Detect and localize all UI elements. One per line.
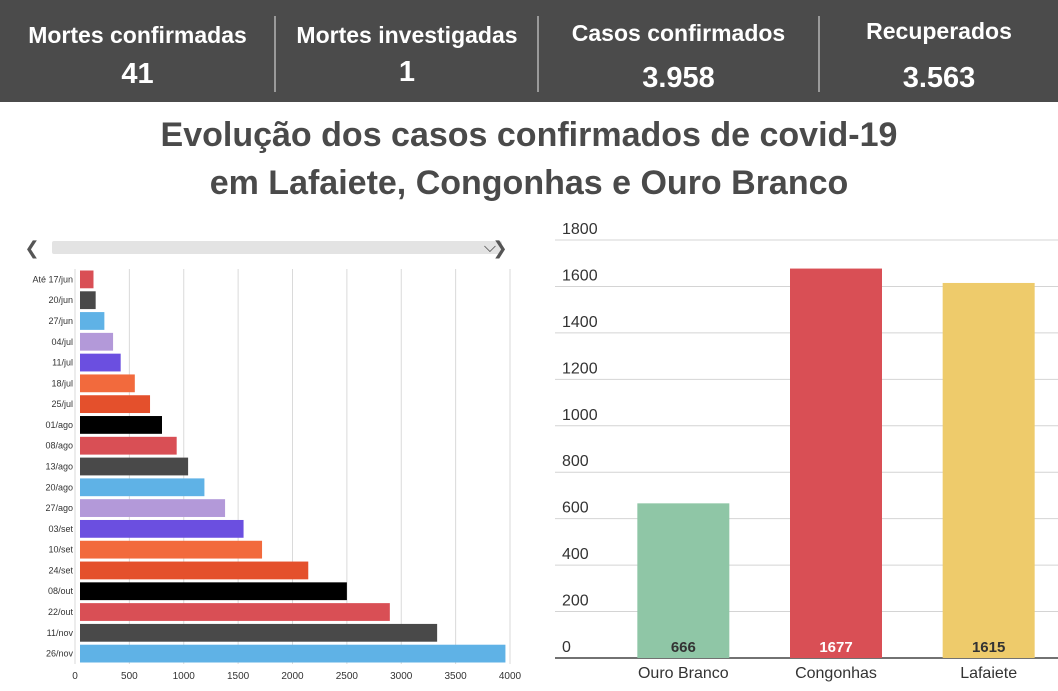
stat-cases-confirmed: Casos confirmados 3.958 (539, 0, 818, 102)
y-tick-label: 400 (562, 546, 589, 563)
y-category-label: 18/jul (51, 378, 73, 388)
bar (80, 540, 263, 559)
bar (790, 268, 882, 658)
y-category-label: 13/ago (45, 462, 73, 472)
stat-value: 3.958 (642, 62, 715, 94)
stat-divider (274, 16, 276, 92)
stat-label: Recuperados (866, 18, 1012, 44)
bar (942, 282, 1035, 658)
y-tick-label: 1000 (562, 407, 598, 424)
data-label: 1615 (972, 639, 1005, 656)
bar (80, 499, 226, 517)
y-category-label: 20/ago (45, 482, 73, 492)
y-tick-label: 1200 (562, 360, 598, 377)
stat-label: Casos confirmados (571, 20, 786, 46)
bar (80, 519, 244, 538)
stat-recovered: Recuperados 3.563 (820, 0, 1058, 102)
x-tick-label: 2500 (336, 671, 359, 682)
y-tick-label: 0 (562, 639, 571, 656)
bar (80, 582, 347, 601)
bar (80, 353, 121, 372)
bar (80, 478, 205, 497)
data-label: 1677 (819, 639, 852, 656)
stat-label: Mortes confirmadas (28, 22, 247, 48)
stat-deaths-confirmed: Mortes confirmadas 41 (0, 0, 275, 102)
bar (80, 436, 177, 455)
y-tick-label: 1400 (562, 314, 598, 331)
y-tick-label: 1800 (562, 221, 598, 238)
x-category-label: Lafaiete (960, 665, 1017, 682)
x-tick-label: 0 (72, 671, 78, 682)
bar (80, 312, 105, 330)
bar (637, 503, 730, 658)
bar (80, 332, 114, 351)
stat-value: 1 (398, 56, 416, 88)
x-tick-label: 4000 (499, 671, 522, 682)
bar (80, 374, 135, 393)
x-tick-label: 3000 (390, 671, 413, 682)
y-category-label: 25/jul (51, 399, 73, 409)
bar (80, 603, 390, 621)
bar (80, 395, 151, 414)
y-category-label: 11/jul (52, 358, 73, 368)
y-category-label: 24/set (48, 565, 73, 575)
x-tick-label: 500 (121, 671, 138, 682)
chart-scrollbar[interactable]: ❮ ⌵ ❯ (22, 238, 514, 258)
y-category-label: 27/ago (45, 503, 73, 513)
bar (80, 270, 94, 289)
stat-divider (818, 16, 820, 92)
scroll-track[interactable]: ⌵ (52, 239, 502, 256)
y-category-label: 08/out (48, 586, 74, 596)
y-tick-label: 200 (562, 593, 589, 610)
y-category-label: 04/jul (51, 337, 73, 347)
y-tick-label: 800 (562, 453, 589, 470)
bar (80, 291, 96, 310)
x-tick-label: 1000 (173, 671, 196, 682)
y-category-label: 22/out (48, 607, 74, 617)
bar (80, 623, 438, 642)
bar (80, 644, 506, 663)
chart-title-line1: Evolução dos casos confirmados de covid-… (160, 116, 898, 154)
y-category-label: 08/ago (45, 441, 73, 451)
bar (80, 416, 162, 434)
stat-value: 41 (121, 58, 154, 90)
x-tick-label: 1500 (227, 671, 250, 682)
x-category-label: Congonhas (795, 665, 877, 682)
y-category-label: 27/jun (48, 316, 73, 326)
stat-divider (537, 16, 539, 92)
y-category-label: Até 17/jun (32, 274, 73, 284)
x-tick-label: 3500 (445, 671, 468, 682)
stat-deaths-investigated: Mortes investigadas 1 (276, 0, 538, 102)
stat-label: Mortes investigadas (296, 22, 518, 48)
chevron-left-icon[interactable]: ❮ (24, 238, 40, 258)
y-tick-label: 600 (562, 500, 589, 517)
y-tick-label: 1600 (562, 267, 598, 284)
y-category-label: 11/nov (47, 628, 74, 638)
y-category-label: 20/jun (48, 295, 73, 305)
bar (80, 561, 309, 580)
y-category-label: 03/set (48, 524, 73, 534)
chart-title-line2: em Lafaiete, Congonhas e Ouro Branco (209, 164, 849, 202)
x-tick-label: 2000 (281, 671, 304, 682)
stats-bar: Mortes confirmadas 41 Mortes investigada… (0, 0, 1058, 102)
y-category-label: 01/ago (45, 420, 73, 430)
chevron-down-icon[interactable]: ⌵ (483, 239, 497, 256)
stat-value: 3.563 (902, 62, 976, 94)
chevron-right-icon[interactable]: ❯ (492, 238, 508, 258)
bar (80, 457, 189, 476)
y-category-label: 10/set (48, 545, 73, 555)
x-category-label: Ouro Branco (638, 665, 729, 682)
y-category-label: 26/nov (46, 649, 74, 659)
data-label: 666 (671, 639, 696, 656)
